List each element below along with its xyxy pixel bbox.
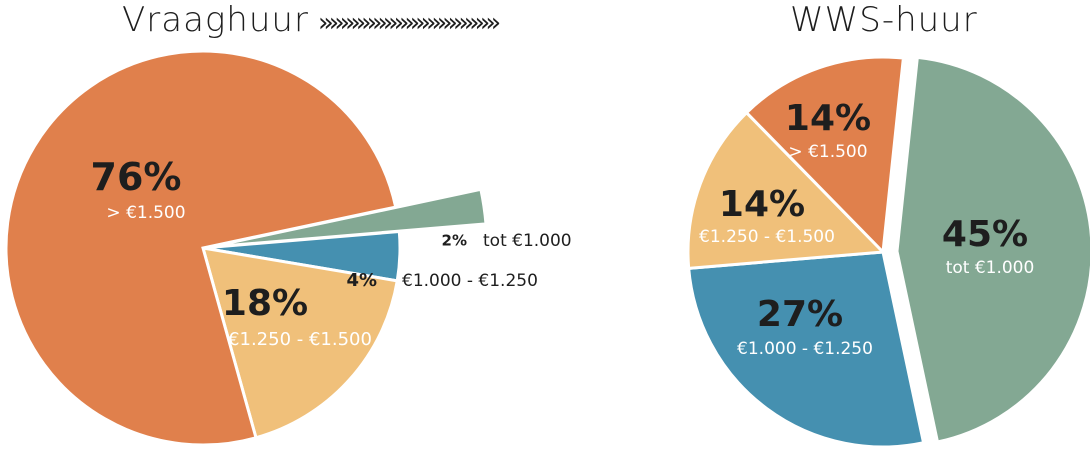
pie1-slice-1-pct: 2%	[442, 232, 467, 250]
pie2-slice-2-pct: 27%	[757, 294, 843, 335]
pie1-slice-2-label: €1.000 - €1.250	[402, 271, 538, 291]
pie2-slice-2	[687, 250, 926, 449]
pie2-slice-1-pct: 45%	[942, 214, 1028, 255]
pie2-slice-4-pct: 14%	[785, 98, 871, 139]
pie1-slice-3-pct: 18%	[222, 283, 308, 324]
pie2-slice-1	[895, 55, 1090, 444]
pie1-slice-1-label: tot €1.000	[483, 231, 572, 251]
pie2-slice-2-label: €1.000 - €1.250	[737, 339, 873, 359]
pie2-slice-3-label: €1.250 - €1.500	[699, 227, 835, 247]
pie1-slice-3-label: €1.250 - €1.500	[228, 329, 372, 350]
pie1-slice-3	[200, 246, 399, 440]
pie2-slice-3-pct: 14%	[719, 184, 805, 225]
pie1-slice-2-pct: 4%	[346, 270, 377, 291]
pie2-slice-4-label: > €1.500	[788, 142, 867, 162]
pie1-slice-4-label: > €1.500	[106, 203, 185, 223]
pie1-slice-4	[4, 49, 398, 447]
pie1-slice-4-pct: 76%	[91, 155, 182, 199]
left-chart-title: Vraaghuur	[122, 0, 309, 40]
arrow-separator: ›››››››››››››››››››››››››››››››››	[318, 8, 501, 38]
pie2-slice-4	[744, 55, 906, 256]
pie2-slice-3	[686, 110, 887, 270]
pie2-slice-1-label: tot €1.000	[946, 258, 1035, 278]
right-chart-title: WWS-huur	[790, 0, 978, 40]
